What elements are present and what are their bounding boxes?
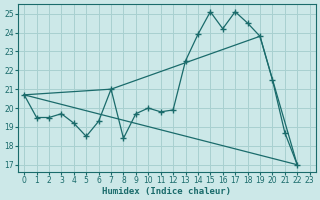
X-axis label: Humidex (Indice chaleur): Humidex (Indice chaleur) <box>102 187 231 196</box>
